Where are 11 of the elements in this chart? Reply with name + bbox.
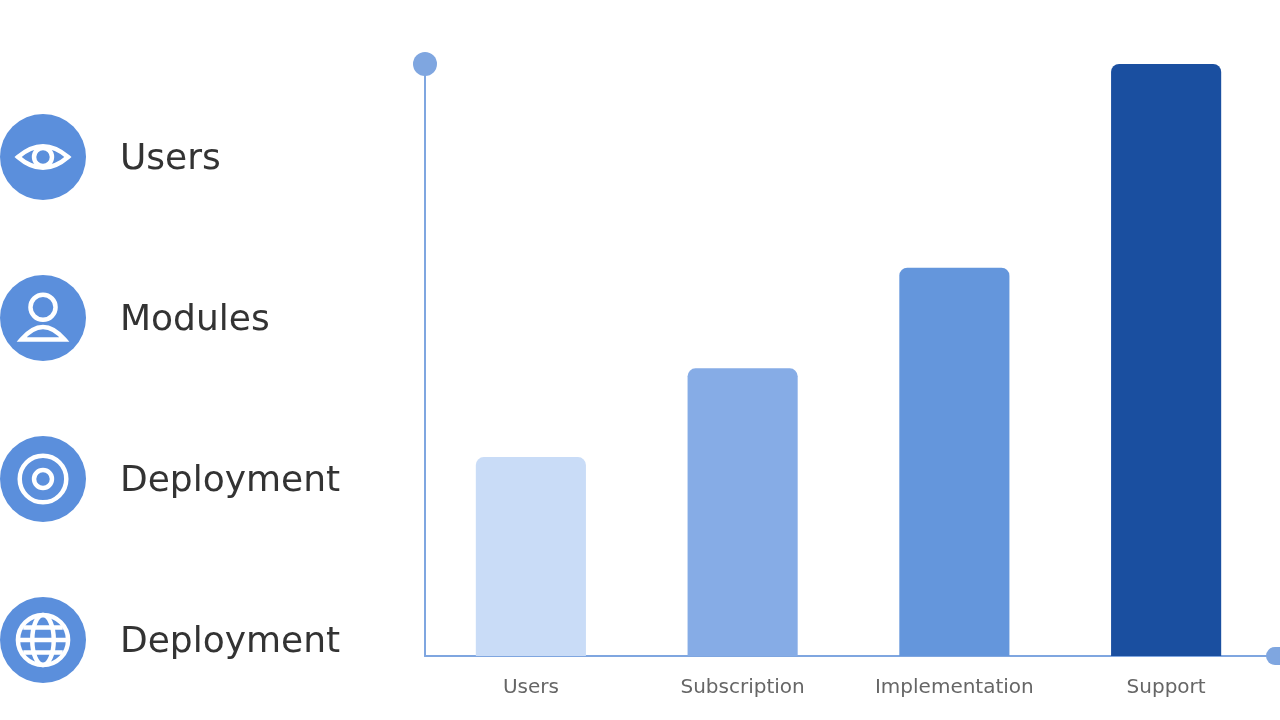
bar xyxy=(899,267,1010,656)
bar xyxy=(475,457,586,656)
text: Deployment xyxy=(120,619,341,660)
bar xyxy=(1111,64,1222,656)
x-tick-label: Subscription xyxy=(680,674,805,698)
text: Deployment xyxy=(120,458,341,499)
x-tick-label: Implementation xyxy=(874,674,1034,698)
text: Users xyxy=(120,136,221,177)
text: Modules xyxy=(120,297,270,338)
x-tick-label: Users xyxy=(502,674,559,698)
x-tick-label: Support xyxy=(1126,674,1206,698)
